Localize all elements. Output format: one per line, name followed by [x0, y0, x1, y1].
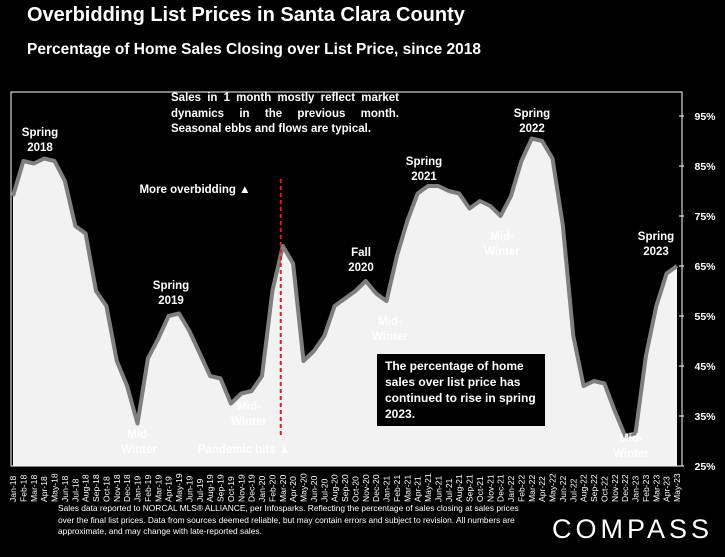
- annotation-label: Fall 2020: [348, 247, 374, 274]
- x-tick-label: Aug-22: [579, 474, 589, 502]
- y-tick-label: 25%: [694, 461, 716, 473]
- x-tick-label: Apr-21: [413, 476, 423, 502]
- x-tick-label: Jun-22: [558, 476, 568, 502]
- x-tick-label: Jul-18: [70, 478, 80, 502]
- annotation-label: Pandemic hits ▲: [198, 444, 291, 456]
- annotation-label: Spring 2021: [406, 156, 442, 183]
- x-tick-label: Dec-21: [496, 474, 506, 502]
- x-tick-label: Aug-21: [454, 474, 464, 502]
- x-tick-label: Sep-19: [216, 474, 226, 502]
- x-tick-label: Apr-22: [537, 476, 547, 502]
- x-tick-label: Apr-19: [164, 476, 174, 502]
- x-tick-label: Feb-18: [18, 475, 28, 502]
- x-tick-label: Nov-20: [361, 474, 371, 502]
- x-tick-label: May-21: [423, 473, 433, 502]
- x-tick-label: Aug-18: [81, 474, 91, 502]
- x-tick-label: Dec-18: [122, 474, 132, 502]
- y-tick-label: 95%: [694, 111, 716, 123]
- x-tick-label: Jan-21: [382, 476, 392, 502]
- y-tick-label: 85%: [694, 161, 716, 173]
- footer-disclaimer: Sales data reported to NORCAL MLS® ALLIA…: [58, 503, 519, 536]
- x-tick-label: Nov-22: [610, 474, 620, 502]
- annotation-label: Mid-Winter: [484, 231, 520, 258]
- x-tick-label: Mar-20: [278, 475, 288, 502]
- y-tick-label: 55%: [694, 311, 716, 323]
- x-tick-label: Sep-20: [340, 474, 350, 502]
- y-tick-label: 45%: [694, 361, 716, 373]
- x-tick-label: Apr-23: [662, 476, 672, 502]
- x-tick-label: Jul-19: [195, 478, 205, 502]
- annotation-label: Spring 2019: [153, 280, 189, 307]
- x-tick-label: Jun-20: [309, 476, 319, 502]
- x-tick-label: Sep-18: [91, 474, 101, 502]
- x-tick-label: Jan-23: [631, 476, 641, 502]
- x-tick-label: Mar-18: [29, 475, 39, 502]
- x-tick-label: Dec-19: [247, 474, 257, 502]
- x-tick-label: Jan-18: [8, 476, 18, 502]
- x-tick-label: Oct-19: [226, 476, 236, 502]
- x-tick-label: Jun-19: [184, 476, 194, 502]
- y-tick-label: 65%: [694, 261, 716, 273]
- x-tick-label: Feb-21: [392, 475, 402, 502]
- x-tick-label: May-18: [50, 473, 60, 502]
- x-tick-label: Oct-21: [475, 476, 485, 502]
- x-tick-label: Mar-21: [402, 475, 412, 502]
- x-tick-label: Jul-20: [319, 478, 329, 502]
- annotation-label: Spring 2018: [22, 127, 58, 154]
- x-tick-label: Feb-23: [641, 475, 651, 502]
- x-tick-label: Jul-22: [568, 478, 578, 502]
- x-tick-label: Mar-23: [651, 475, 661, 502]
- x-tick-label: Jan-19: [133, 476, 143, 502]
- x-tick-label: Aug-20: [330, 474, 340, 502]
- series-line: [11, 136, 679, 438]
- x-tick-label: May-20: [299, 473, 309, 502]
- compass-logo: COMPASS: [552, 514, 714, 544]
- x-tick-label: May-19: [174, 473, 184, 502]
- x-tick-label: Mar-22: [527, 475, 537, 502]
- x-tick-label: Feb-22: [516, 475, 526, 502]
- annotation-label: Mid-Winter: [121, 429, 157, 456]
- x-tick-label: Nov-19: [236, 474, 246, 502]
- x-tick-label: Jun-21: [433, 476, 443, 502]
- x-tick-label: Apr-20: [288, 476, 298, 502]
- x-tick-label: Aug-19: [205, 474, 215, 502]
- annotation-label: Spring 2022: [514, 108, 550, 135]
- x-tick-label: Oct-22: [599, 476, 609, 502]
- annotation-label: Mid-Winter: [613, 433, 649, 460]
- x-tick-label: Oct-20: [350, 476, 360, 502]
- x-tick-label: Nov-18: [112, 474, 122, 502]
- x-tick-label: Jan-22: [506, 476, 516, 502]
- x-tick-label: Dec-22: [620, 474, 630, 502]
- x-tick-label: Feb-20: [267, 475, 277, 502]
- annotation-label: Mid-Winter: [231, 401, 267, 428]
- x-tick-label: Jan-20: [257, 476, 267, 502]
- annotation-label: More overbidding ▲: [139, 184, 250, 196]
- market-dynamics-note: Sales in 1 month mostly reflect market d…: [171, 92, 399, 135]
- x-tick-label: Sep-22: [589, 474, 599, 502]
- y-tick-label: 75%: [694, 211, 716, 223]
- x-tick-label: May-22: [548, 473, 558, 502]
- x-tick-label: Jul-21: [444, 478, 454, 502]
- x-tick-label: May-23: [672, 473, 682, 502]
- x-tick-label: Oct-18: [101, 476, 111, 502]
- spring-2023-note: The percentage of home sales over list p…: [377, 354, 545, 426]
- x-tick-label: Apr-18: [39, 476, 49, 502]
- annotation-label: Spring 2023: [638, 231, 674, 258]
- x-tick-label: Mar-19: [153, 475, 163, 502]
- y-tick-label: 35%: [694, 411, 716, 423]
- x-tick-label: Jun-18: [60, 476, 70, 502]
- chart-title: Overbidding List Prices in Santa Clara C…: [27, 4, 465, 26]
- x-tick-label: Nov-21: [485, 474, 495, 502]
- x-tick-label: Sep-21: [465, 474, 475, 502]
- x-tick-label: Feb-19: [143, 475, 153, 502]
- annotation-label: Mid-Winter: [372, 316, 408, 343]
- chart-subtitle: Percentage of Home Sales Closing over Li…: [27, 41, 481, 58]
- x-tick-label: Dec-20: [371, 474, 381, 502]
